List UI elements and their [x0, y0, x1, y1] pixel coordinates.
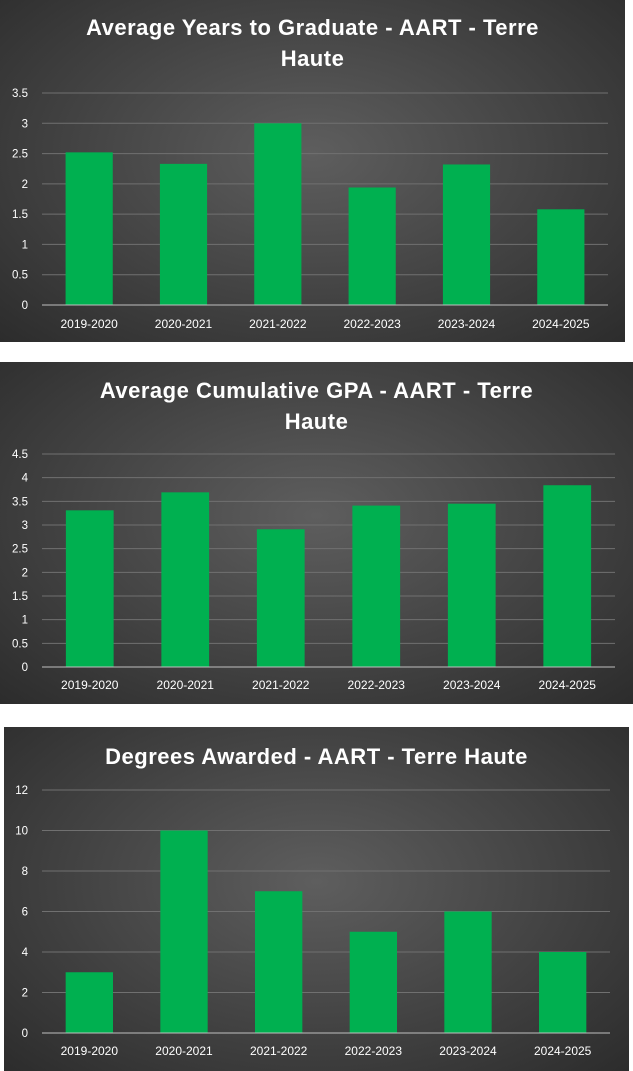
y-tick-label: 3.5 — [12, 88, 28, 100]
chart-title: Average Cumulative GPA - AART - Terre Ha… — [99, 378, 534, 434]
y-tick-label: 6 — [22, 907, 28, 919]
bar — [65, 152, 113, 305]
x-tick-label: 2023-2024 — [439, 1044, 497, 1058]
y-tick-label: 3 — [22, 520, 28, 532]
chart-title: Degrees Awarded - AART - Terre Haute — [105, 744, 528, 769]
bar — [444, 911, 492, 1033]
bar — [352, 505, 401, 667]
bar — [160, 830, 208, 1033]
y-tick-label: 2.5 — [12, 544, 28, 556]
x-tick-label: 2021-2022 — [252, 678, 310, 692]
chart-panel-cumulative-gpa: Average Cumulative GPA - AART - Terre Ha… — [0, 362, 633, 704]
bar — [442, 164, 491, 305]
x-tick-label: 2022-2023 — [343, 317, 401, 331]
bar — [447, 503, 496, 667]
bar — [161, 492, 210, 667]
y-tick-label: 8 — [22, 866, 28, 878]
y-tick-label: 1 — [22, 615, 28, 627]
x-tick-label: 2021-2022 — [250, 1044, 308, 1058]
x-tick-label: 2024-2025 — [532, 317, 590, 331]
y-tick-label: 0 — [22, 662, 28, 674]
y-tick-label: 0 — [22, 1028, 28, 1040]
y-tick-label: 0.5 — [12, 638, 28, 650]
chart-panel-years-to-graduate: Average Years to Graduate - AART - Terre… — [0, 0, 625, 342]
x-tick-label: 2023-2024 — [438, 317, 496, 331]
y-tick-label: 12 — [15, 785, 28, 797]
y-tick-label: 2.5 — [12, 149, 28, 161]
bar — [543, 485, 592, 667]
x-tick-label: 2019-2020 — [61, 1044, 119, 1058]
x-tick-label: 2023-2024 — [443, 678, 501, 692]
x-tick-label: 2024-2025 — [534, 1044, 592, 1058]
bar — [65, 510, 114, 667]
y-tick-label: 2 — [22, 988, 28, 1000]
y-tick-label: 4.5 — [12, 449, 28, 461]
y-tick-label: 4 — [22, 473, 29, 485]
bar — [348, 187, 396, 305]
x-tick-label: 2019-2020 — [61, 678, 119, 692]
y-tick-label: 0 — [22, 300, 28, 312]
x-tick-label: 2020-2021 — [155, 317, 213, 331]
x-tick-label: 2021-2022 — [249, 317, 307, 331]
y-tick-label: 10 — [15, 826, 28, 838]
bar — [255, 891, 303, 1033]
x-tick-label: 2024-2025 — [539, 678, 597, 692]
bar — [159, 163, 208, 305]
y-tick-label: 1.5 — [12, 209, 28, 221]
chart-title: Average Years to Graduate - AART - Terre… — [86, 15, 539, 71]
y-tick-label: 2 — [22, 567, 28, 579]
bar — [65, 972, 113, 1033]
bar — [254, 123, 302, 306]
chart-plot: 0 0.5 1 1.5 2 2.5 3 3.5 2019-2020 2020-2021 2021-2… — [12, 88, 608, 331]
x-tick-label: 2022-2023 — [345, 1044, 403, 1058]
x-tick-label: 2022-2023 — [348, 678, 406, 692]
bar — [539, 952, 587, 1033]
chart-plot: 0 2 4 6 8 10 12 2019-2020 2020-2021 2021-2022 2022… — [15, 785, 610, 1058]
y-tick-label: 3.5 — [12, 496, 28, 508]
y-tick-label: 1.5 — [12, 591, 28, 603]
bar — [537, 209, 585, 305]
x-tick-label: 2020-2021 — [157, 678, 215, 692]
y-tick-label: 3 — [22, 118, 28, 130]
chart-plot: 0 0.5 1 1.5 2 2.5 3 3.5 4 4.5 2019-2020 2020-2021 20… — [12, 449, 615, 692]
y-tick-label: 0.5 — [12, 270, 28, 282]
y-tick-label: 1 — [22, 239, 28, 251]
y-tick-label: 2 — [22, 179, 28, 191]
x-tick-label: 2019-2020 — [60, 317, 118, 331]
y-tick-label: 4 — [22, 947, 29, 959]
bar — [349, 931, 397, 1033]
chart-panel-degrees-awarded: Degrees Awarded - AART - Terre Haute 0 2 4… — [4, 727, 629, 1071]
bar — [256, 529, 305, 667]
x-tick-label: 2020-2021 — [155, 1044, 213, 1058]
